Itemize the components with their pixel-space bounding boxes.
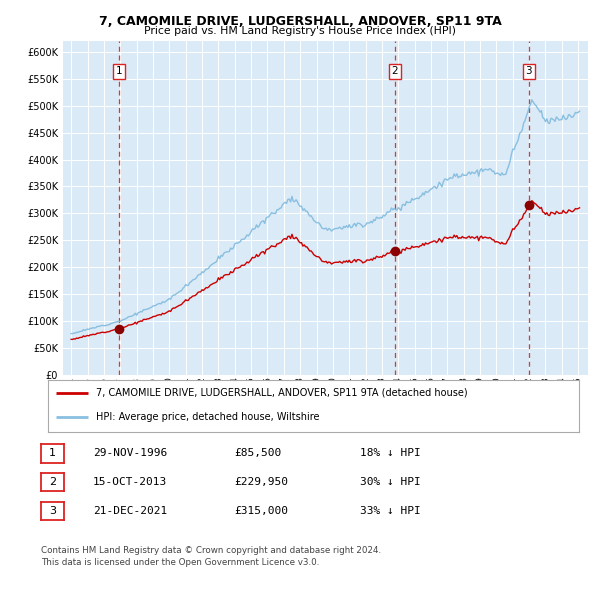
- Text: 29-NOV-1996: 29-NOV-1996: [93, 448, 167, 458]
- Text: 18% ↓ HPI: 18% ↓ HPI: [360, 448, 421, 458]
- Text: 3: 3: [49, 506, 56, 516]
- Text: 1: 1: [49, 448, 56, 458]
- Text: 7, CAMOMILE DRIVE, LUDGERSHALL, ANDOVER, SP11 9TA (detached house): 7, CAMOMILE DRIVE, LUDGERSHALL, ANDOVER,…: [96, 388, 467, 398]
- Text: 21-DEC-2021: 21-DEC-2021: [93, 506, 167, 516]
- Text: HPI: Average price, detached house, Wiltshire: HPI: Average price, detached house, Wilt…: [96, 412, 319, 422]
- Text: £229,950: £229,950: [234, 477, 288, 487]
- Text: Contains HM Land Registry data © Crown copyright and database right 2024.
This d: Contains HM Land Registry data © Crown c…: [41, 546, 381, 567]
- Text: £315,000: £315,000: [234, 506, 288, 516]
- Text: 2: 2: [392, 66, 398, 76]
- Text: 30% ↓ HPI: 30% ↓ HPI: [360, 477, 421, 487]
- Text: Price paid vs. HM Land Registry's House Price Index (HPI): Price paid vs. HM Land Registry's House …: [144, 26, 456, 36]
- Text: £85,500: £85,500: [234, 448, 281, 458]
- Text: 15-OCT-2013: 15-OCT-2013: [93, 477, 167, 487]
- Text: 3: 3: [526, 66, 532, 76]
- Text: 1: 1: [116, 66, 122, 76]
- Text: 2: 2: [49, 477, 56, 487]
- Text: 7, CAMOMILE DRIVE, LUDGERSHALL, ANDOVER, SP11 9TA: 7, CAMOMILE DRIVE, LUDGERSHALL, ANDOVER,…: [98, 15, 502, 28]
- Text: 33% ↓ HPI: 33% ↓ HPI: [360, 506, 421, 516]
